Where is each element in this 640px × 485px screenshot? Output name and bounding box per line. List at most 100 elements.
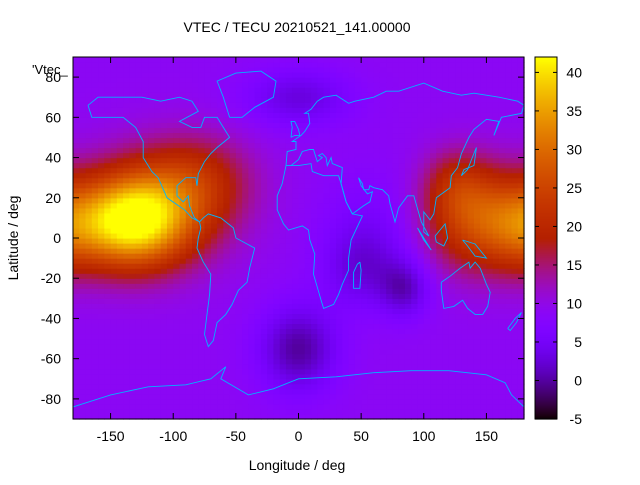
heatmap-cell	[85, 177, 93, 184]
heatmap-cell	[98, 102, 105, 108]
heatmap-cell	[467, 72, 475, 78]
heatmap-cell	[267, 102, 275, 108]
heatmap-cell	[298, 403, 306, 410]
heatmap-cell	[279, 182, 287, 189]
heatmap-cell	[248, 328, 256, 335]
heatmap-cell	[267, 408, 275, 415]
heatmap-cell	[79, 363, 87, 370]
heatmap-cell	[204, 373, 212, 380]
heatmap-cell	[311, 142, 318, 149]
heatmap-cell	[267, 368, 275, 375]
heatmap-cell	[354, 187, 362, 194]
heatmap-cell	[480, 227, 488, 234]
heatmap-cell	[480, 253, 488, 259]
heatmap-cell	[292, 202, 300, 209]
heatmap-cell	[292, 122, 300, 128]
heatmap-cell	[123, 278, 130, 284]
heatmap-cell	[298, 318, 306, 325]
heatmap-cell	[430, 368, 437, 375]
heatmap-cell	[467, 263, 475, 269]
heatmap-cell	[73, 403, 80, 410]
heatmap-cell	[98, 197, 105, 204]
heatmap-cell	[98, 107, 105, 113]
heatmap-cell	[361, 378, 368, 385]
heatmap-cell	[373, 308, 381, 315]
heatmap-cell	[135, 137, 143, 144]
heatmap-cell	[292, 303, 300, 309]
heatmap-cell	[79, 378, 87, 385]
heatmap-cell	[448, 62, 456, 68]
heatmap-cell	[185, 62, 193, 68]
heatmap-cell	[173, 273, 181, 279]
heatmap-cell	[73, 207, 80, 214]
heatmap-cell	[436, 102, 444, 108]
heatmap-cell	[404, 112, 412, 118]
heatmap-cell	[492, 202, 500, 209]
heatmap-cell	[436, 157, 444, 164]
heatmap-cell	[467, 303, 475, 309]
heatmap-cell	[492, 398, 500, 405]
heatmap-cell	[260, 403, 268, 410]
heatmap-cell	[267, 117, 275, 123]
heatmap-cell	[436, 217, 444, 224]
heatmap-cell	[473, 348, 481, 355]
heatmap-cell	[248, 222, 256, 229]
heatmap-cell	[498, 207, 506, 214]
heatmap-cell	[141, 167, 149, 174]
heatmap-cell	[329, 142, 337, 149]
heatmap-cell	[179, 157, 187, 164]
heatmap-cell	[461, 308, 469, 315]
heatmap-cell	[229, 248, 237, 254]
heatmap-cell	[411, 142, 419, 149]
heatmap-cell	[386, 358, 394, 365]
heatmap-cell	[423, 92, 431, 98]
heatmap-cell	[204, 328, 212, 335]
heatmap-cell	[323, 127, 331, 134]
heatmap-cell	[498, 388, 506, 395]
heatmap-cell	[85, 413, 93, 420]
heatmap-cell	[217, 273, 224, 279]
heatmap-cell	[129, 313, 137, 320]
heatmap-cell	[348, 243, 356, 249]
heatmap-cell	[467, 77, 475, 83]
heatmap-cell	[235, 368, 243, 375]
heatmap-cell	[336, 303, 343, 309]
heatmap-cell	[392, 82, 400, 88]
heatmap-cell	[85, 107, 93, 113]
heatmap-cell	[91, 107, 99, 113]
heatmap-cell	[423, 62, 431, 68]
heatmap-cell	[455, 248, 462, 254]
heatmap-cell	[229, 162, 237, 169]
heatmap-cell	[260, 202, 268, 209]
heatmap-cell	[104, 112, 112, 118]
heatmap-cell	[311, 278, 318, 284]
heatmap-cell	[267, 308, 275, 315]
heatmap-cell	[367, 147, 375, 154]
heatmap-cell	[486, 253, 494, 259]
heatmap-cell	[498, 157, 506, 164]
heatmap-cell	[492, 288, 500, 294]
heatmap-cell	[73, 147, 80, 154]
heatmap-cell	[185, 378, 193, 385]
heatmap-cell	[135, 313, 143, 320]
heatmap-cell	[404, 177, 412, 184]
heatmap-cell	[173, 217, 181, 224]
heatmap-cell	[148, 187, 156, 194]
heatmap-cell	[386, 157, 394, 164]
heatmap-cell	[379, 172, 387, 179]
heatmap-cell	[498, 368, 506, 375]
heatmap-cell	[467, 62, 475, 68]
heatmap-cell	[292, 328, 300, 335]
heatmap-cell	[298, 72, 306, 78]
heatmap-cell	[154, 147, 162, 154]
heatmap-cell	[116, 293, 124, 299]
heatmap-cell	[304, 248, 312, 254]
heatmap-cell	[242, 72, 249, 78]
heatmap-cell	[386, 328, 394, 335]
heatmap-cell	[235, 97, 243, 103]
heatmap-cell	[467, 207, 475, 214]
heatmap-cell	[217, 343, 224, 350]
heatmap-cell	[198, 273, 206, 279]
heatmap-cell	[279, 373, 287, 380]
heatmap-cell	[292, 413, 300, 420]
